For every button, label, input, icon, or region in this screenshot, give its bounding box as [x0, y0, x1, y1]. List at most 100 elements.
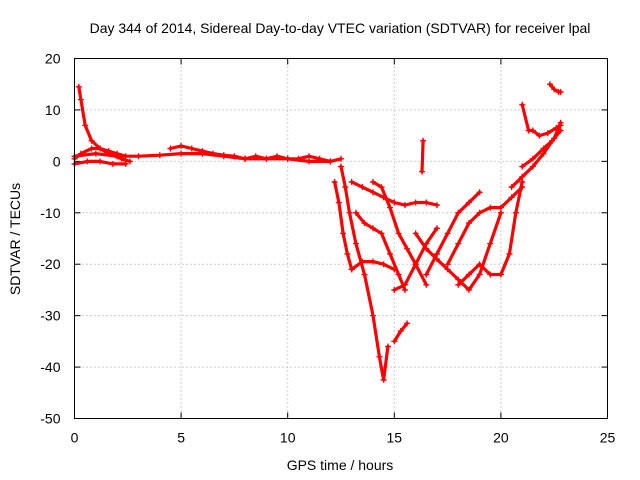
- x-tick-label: 15: [387, 430, 403, 446]
- data-point: [242, 155, 249, 162]
- data-point: [455, 281, 462, 288]
- x-axis-label: GPS time / hours: [287, 457, 394, 473]
- data-point: [369, 189, 376, 196]
- data-point: [348, 178, 355, 185]
- data-point: [331, 178, 338, 185]
- data-point: [465, 286, 472, 293]
- data-point: [476, 271, 483, 278]
- data-point: [369, 225, 376, 232]
- data-point: [423, 281, 430, 288]
- data-point: [465, 220, 472, 227]
- series-line: [456, 180, 524, 287]
- y-tick-label: 0: [53, 153, 61, 169]
- data-point: [380, 376, 387, 383]
- series-track-v: [419, 137, 427, 175]
- axis-ticks: 0 5 10 15 20 25 -50 -40 -30 -20 -10 0 10 20: [40, 51, 615, 446]
- data-point: [361, 220, 368, 227]
- data-point: [549, 137, 556, 144]
- y-tick-label: 20: [45, 51, 61, 67]
- data-point: [178, 150, 185, 157]
- data-point: [487, 240, 494, 247]
- data-point: [338, 155, 344, 162]
- data-point: [557, 88, 564, 95]
- data-point: [274, 153, 281, 160]
- data-point: [88, 145, 95, 152]
- data-point: [82, 122, 89, 129]
- data-point: [551, 86, 558, 93]
- data-point: [378, 230, 385, 237]
- data-point: [352, 240, 359, 247]
- series-track-m: [391, 225, 440, 293]
- data-point: [506, 250, 513, 257]
- data-point: [444, 266, 451, 273]
- data-point: [519, 101, 526, 108]
- data-point: [263, 155, 270, 162]
- data-point: [352, 209, 359, 216]
- y-tick-label: -30: [40, 308, 60, 324]
- series-track-o: [423, 189, 483, 278]
- data-point: [519, 163, 526, 170]
- data-point: [384, 343, 391, 350]
- grid: [74, 58, 608, 419]
- data-point: [444, 261, 451, 268]
- data-point: [359, 258, 366, 265]
- data-point: [156, 152, 163, 159]
- data-point: [391, 286, 398, 293]
- y-axis-label: SDTVAR / TECUs: [7, 183, 23, 295]
- data-point: [423, 245, 430, 252]
- series-track-e: [167, 142, 249, 162]
- data-point: [529, 127, 536, 134]
- data-point: [126, 158, 133, 165]
- data-point: [455, 276, 462, 283]
- x-tick-label: 25: [600, 430, 616, 446]
- data-point: [122, 160, 129, 167]
- data-point: [391, 338, 398, 345]
- series-line: [424, 190, 482, 277]
- data-point: [395, 230, 402, 237]
- data-point: [284, 155, 291, 162]
- data-point: [92, 150, 99, 157]
- data-point: [199, 148, 206, 155]
- data-point: [342, 184, 349, 191]
- data-point: [423, 199, 430, 206]
- data-point: [376, 353, 383, 360]
- data-point: [77, 96, 84, 103]
- data-point: [404, 320, 411, 327]
- series-track-f: [242, 153, 344, 165]
- series-line: [420, 139, 425, 174]
- data-point: [476, 261, 483, 268]
- series-track-k: [348, 258, 398, 273]
- data-point: [306, 158, 313, 165]
- data-point: [401, 286, 408, 293]
- data-point: [327, 158, 334, 165]
- data-point: [114, 150, 121, 157]
- y-tick-label: -10: [40, 205, 60, 221]
- series-track-s: [519, 127, 564, 170]
- series-track-i: [348, 178, 440, 209]
- data-point: [369, 258, 376, 265]
- data-point: [519, 178, 526, 185]
- x-tick-label: 5: [177, 430, 185, 446]
- data-point: [188, 145, 195, 152]
- data-point: [557, 122, 564, 129]
- data-point: [433, 202, 440, 209]
- data-point: [395, 271, 402, 278]
- data-point: [546, 81, 553, 88]
- y-tick-label: -20: [40, 256, 60, 272]
- series-track-t: [519, 101, 564, 139]
- data-point: [465, 271, 472, 278]
- series-track-c: [71, 158, 129, 167]
- data-point: [544, 130, 551, 137]
- x-tick-label: 0: [71, 430, 79, 446]
- series-line: [243, 154, 343, 163]
- series-track-n: [412, 209, 504, 293]
- data-point: [361, 271, 368, 278]
- data-point: [397, 328, 404, 335]
- data-point: [412, 261, 419, 268]
- series-track-q: [455, 178, 526, 288]
- data-point: [97, 145, 104, 152]
- data-point: [109, 160, 116, 167]
- data-point: [419, 168, 426, 175]
- series-line: [77, 85, 128, 158]
- data-point: [497, 204, 504, 211]
